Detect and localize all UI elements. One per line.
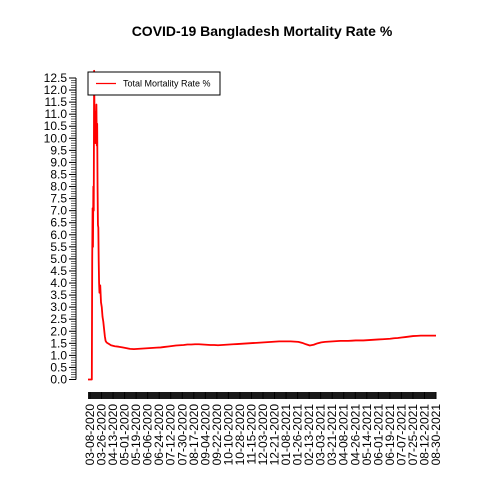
y-tick-label: 0.0 xyxy=(50,373,67,387)
y-tick-label: 10.0 xyxy=(44,131,68,145)
y-tick-label: 11.5 xyxy=(45,95,68,109)
y-tick-label: 4.0 xyxy=(50,276,67,290)
series-line-total-mortality-rate xyxy=(88,69,436,381)
y-tick-label: 2.0 xyxy=(50,324,67,338)
x-tick-label: 07-25-2021 xyxy=(406,404,420,466)
legend-box xyxy=(87,71,221,96)
x-tick-label: 01-08-2021 xyxy=(279,404,293,466)
y-tick-label: 3.5 xyxy=(50,288,67,302)
y-tick-label: 12.0 xyxy=(44,83,68,97)
plot-area xyxy=(88,69,436,381)
y-tick-label: 12.5 xyxy=(44,71,68,85)
x-tick-label: 06-24-2020 xyxy=(152,404,166,466)
x-tick-label: 05-14-2021 xyxy=(360,404,374,466)
x-tick-label: 05-19-2020 xyxy=(129,404,143,466)
x-axis-tick-band xyxy=(88,392,436,399)
x-tick-label: 06-01-2021 xyxy=(371,404,385,466)
y-tick-label: 6.0 xyxy=(50,228,67,242)
y-tick-label: 9.0 xyxy=(50,155,67,169)
y-tick-label: 2.5 xyxy=(50,312,67,326)
x-tick-label: 11-15-2020 xyxy=(244,404,258,465)
y-tick-label: 11.0 xyxy=(45,107,68,121)
y-tick-label: 9.5 xyxy=(50,143,67,157)
x-tick-label: 04-08-2021 xyxy=(337,404,351,466)
legend: Total Mortality Rate % xyxy=(87,71,221,96)
x-tick-label: 03-08-2020 xyxy=(83,404,97,466)
chart-title: COVID-19 Bangladesh Mortality Rate % xyxy=(132,23,393,39)
y-tick-label: 5.5 xyxy=(50,240,67,254)
y-tick-label: 1.0 xyxy=(50,348,67,362)
x-tick-label: 02-13-2021 xyxy=(302,404,316,466)
x-tick-label: 09-22-2020 xyxy=(210,404,224,466)
y-tick-label: 7.0 xyxy=(50,204,67,218)
legend-label: Total Mortality Rate % xyxy=(123,79,211,89)
x-tick-label: 09-04-2020 xyxy=(198,404,212,466)
x-tick-label: 08-30-2021 xyxy=(429,404,443,466)
x-tick-label: 04-13-2020 xyxy=(106,404,120,466)
y-tick-label: 5.0 xyxy=(50,252,67,266)
x-tick-label: 04-26-2021 xyxy=(348,404,362,466)
y-tick-label: 7.5 xyxy=(50,192,67,206)
y-tick-label: 8.5 xyxy=(50,167,67,181)
x-axis: 03-08-202003-26-202004-13-202005-01-2020… xyxy=(83,392,443,465)
y-tick-label: 10.5 xyxy=(44,119,68,133)
x-tick-label: 07-30-2020 xyxy=(175,404,189,466)
y-tick-label: 0.5 xyxy=(50,360,67,374)
x-tick-label: 08-17-2020 xyxy=(187,404,201,466)
x-tick-label: 03-21-2021 xyxy=(325,404,339,466)
y-tick-label: 1.5 xyxy=(50,336,67,350)
x-tick-label: 05-01-2020 xyxy=(118,404,132,466)
x-tick-label: 12-21-2020 xyxy=(268,404,282,466)
y-tick-label: 8.0 xyxy=(50,180,67,194)
x-tick-label: 03-26-2020 xyxy=(95,404,109,466)
x-tick-label: 10-10-2020 xyxy=(221,404,235,466)
x-tick-label: 03-03-2021 xyxy=(314,404,328,466)
x-tick-label: 06-06-2020 xyxy=(141,404,155,466)
y-tick-label: 3.0 xyxy=(50,300,67,314)
x-tick-label: 07-12-2020 xyxy=(164,404,178,466)
x-tick-label: 12-03-2020 xyxy=(256,404,270,466)
x-tick-label: 08-12-2021 xyxy=(417,404,431,466)
y-tick-label: 4.5 xyxy=(50,264,67,278)
x-tick-label: 06-19-2021 xyxy=(383,404,397,466)
x-tick-label: 10-28-2020 xyxy=(233,404,247,466)
x-tick-label: 01-26-2021 xyxy=(291,404,305,466)
x-tick-label: 07-07-2021 xyxy=(394,404,408,466)
y-axis: 0.00.51.01.52.02.53.03.54.04.55.05.56.06… xyxy=(44,71,77,387)
y-tick-label: 6.5 xyxy=(50,216,67,230)
